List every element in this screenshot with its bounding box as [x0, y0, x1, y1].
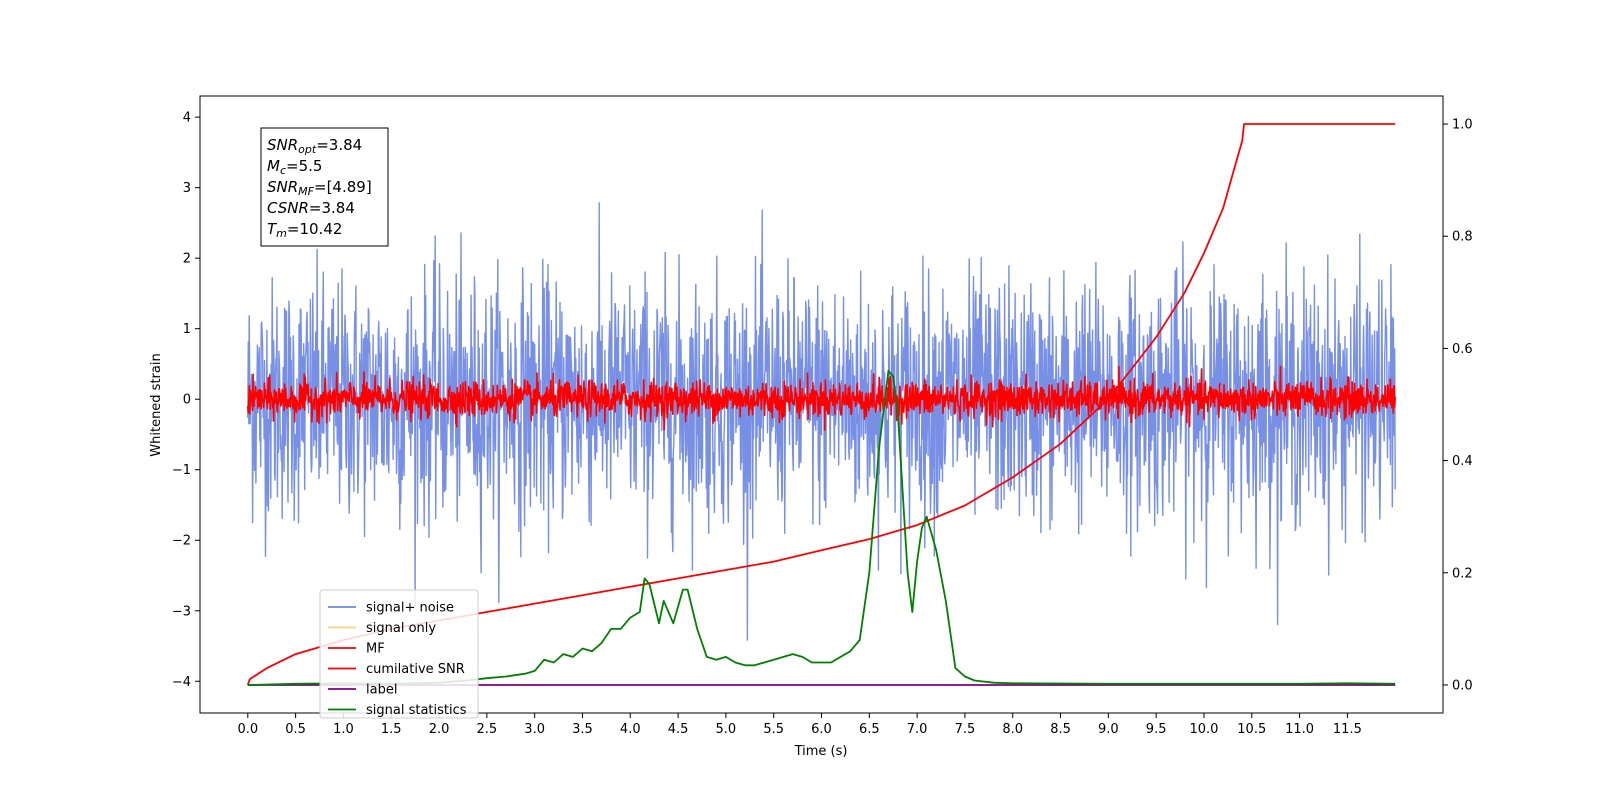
x-axis: 0.0 0.5 1.0 1.5 2.0 2.5 3.0 3.5 4.0 4.5 5.0 5.5 6.0 6… [237, 713, 1362, 737]
y-left-tick-label: 2 [183, 252, 191, 267]
x-tick-label: 5.5 [763, 722, 784, 737]
legend: signal+ noise signal only MF cumilative SNR… [319, 589, 479, 719]
x-tick-label: 1.5 [381, 722, 402, 737]
y-left-tick-label: 4 [183, 111, 191, 126]
y-right-tick-label: 0.6 [1452, 342, 1473, 357]
x-axis-label: Time (s) [794, 744, 848, 759]
x-tick-label: 11.0 [1285, 722, 1314, 737]
x-tick-label: 3.5 [572, 722, 593, 737]
x-tick-label: 2.0 [429, 722, 450, 737]
x-tick-label: 6.0 [811, 722, 832, 737]
legend-label-signal-noise: signal+ noise [366, 601, 454, 616]
y-axis-label: Whitened strain [149, 353, 164, 456]
legend-label-signal-only: signal only [366, 621, 436, 636]
x-tick-label: 7.0 [907, 722, 928, 737]
x-tick-label: 6.5 [859, 722, 880, 737]
y-axis-left: −4 −3 −2 −1 0 1 2 3 4 [172, 111, 200, 690]
y-left-tick-label: −3 [172, 604, 191, 619]
legend-label-label: label [366, 683, 397, 698]
info-box-frame [260, 127, 389, 247]
y-left-tick-label: 1 [183, 322, 191, 337]
x-tick-label: 3.0 [524, 722, 545, 737]
y-left-tick-label: −4 [172, 675, 191, 690]
y-left-tick-label: −1 [172, 463, 191, 478]
x-tick-label: 7.5 [955, 722, 976, 737]
series-signal-statistics [247, 369, 1396, 686]
info-snr-opt: SNRopt=3.84 [267, 136, 362, 156]
info-mc: Mc=5.5 [267, 157, 322, 177]
x-tick-label: 2.5 [477, 722, 498, 737]
info-box: SNRopt=3.84 Mc=5.5 SNRMF=[4.89] CSNR=3.8… [260, 127, 389, 247]
x-tick-label: 10.0 [1189, 722, 1218, 737]
series-mf [247, 365, 1396, 431]
y-right-tick-label: 0.8 [1452, 230, 1473, 245]
y-left-tick-label: 0 [183, 393, 191, 408]
y-right-tick-label: 1.0 [1452, 118, 1473, 133]
legend-label-mf: MF [366, 642, 385, 657]
y-left-tick-label: 3 [183, 181, 191, 196]
legend-label-cumilative-snr: cumilative SNR [366, 662, 465, 677]
y-left-tick-label: −2 [172, 534, 191, 549]
x-tick-label: 4.5 [668, 722, 689, 737]
x-tick-label: 9.0 [1098, 722, 1119, 737]
x-tick-label: 1.0 [333, 722, 354, 737]
x-tick-label: 0.0 [237, 722, 258, 737]
x-tick-label: 8.0 [1002, 722, 1023, 737]
legend-label-signal-statistics: signal statistics [366, 703, 467, 718]
info-tm: Tm=10.42 [267, 220, 342, 240]
info-csnr: CSNR=3.84 [267, 199, 355, 217]
x-tick-label: 11.5 [1333, 722, 1362, 737]
x-tick-label: 0.5 [285, 722, 306, 737]
y-axis-right: 0.0 0.2 0.4 0.6 0.8 1.0 [1443, 118, 1473, 693]
x-tick-label: 10.5 [1237, 722, 1266, 737]
x-tick-label: 4.0 [620, 722, 641, 737]
x-tick-label: 5.0 [716, 722, 737, 737]
y-right-tick-label: 0.0 [1452, 678, 1473, 693]
y-right-tick-label: 0.4 [1452, 454, 1473, 469]
y-right-tick-label: 0.2 [1452, 566, 1473, 581]
x-tick-label: 8.5 [1050, 722, 1071, 737]
info-snr-mf: SNRMF=[4.89] [267, 178, 372, 198]
x-tick-label: 9.5 [1146, 722, 1167, 737]
legend-frame [319, 589, 479, 719]
